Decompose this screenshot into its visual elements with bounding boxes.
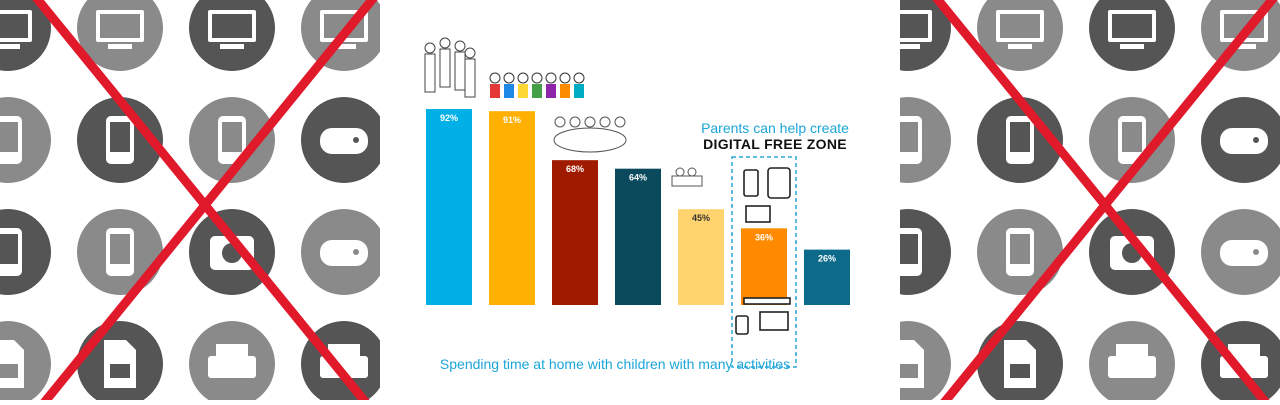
smartphone-icon — [77, 97, 163, 183]
bar-6 — [741, 228, 787, 305]
right-device-panel — [900, 0, 1280, 400]
monitor-icon — [1089, 0, 1175, 71]
mp3-player-icon — [0, 209, 51, 295]
bar-value-label-3: 68% — [566, 164, 584, 174]
bar-value-label-2: 91% — [503, 115, 521, 125]
x-axis-caption: Spending time at home with children with… — [439, 356, 791, 372]
feature-phone-icon — [0, 97, 51, 183]
printer-icon — [1089, 321, 1175, 400]
headline-line-2: DIGITAL FREE ZONE — [703, 136, 847, 152]
kids-illustration — [489, 72, 585, 98]
bar-2 — [489, 111, 535, 305]
devices-illustration — [735, 167, 791, 335]
headline-line-1: Parents can help create — [701, 120, 849, 136]
smartphone-icon — [977, 97, 1063, 183]
bar-value-label-6: 36% — [755, 232, 773, 242]
printer-icon — [189, 321, 275, 400]
bar-3 — [552, 160, 598, 305]
red-cross-stroke-2 — [940, 0, 1278, 400]
left-device-grid — [0, 0, 380, 400]
sd-card-icon — [977, 321, 1063, 400]
headphones-icon — [77, 209, 163, 295]
bar-value-label-1: 92% — [440, 113, 458, 123]
bar-value-label-4: 64% — [629, 173, 647, 183]
tablet-icon — [1089, 97, 1175, 183]
family-illustration — [424, 37, 476, 98]
desktop-monitor-icon — [977, 0, 1063, 71]
right-device-grid — [900, 0, 1280, 400]
bar-5 — [678, 209, 724, 305]
monitor-icon — [189, 0, 275, 71]
gamepad-icon — [1201, 209, 1280, 295]
bar-chart: 92% 91% 68% 64% 45% 36% 26% — [410, 0, 870, 400]
sim-card-icon — [0, 321, 51, 400]
headphones-icon — [977, 209, 1063, 295]
handheld-console-icon — [301, 97, 380, 183]
highlight-frame — [731, 156, 797, 368]
bar-7 — [804, 249, 850, 305]
bar-4 — [615, 168, 661, 305]
bar-1 — [426, 109, 472, 305]
gamepad-icon — [301, 209, 380, 295]
camera-icon — [1089, 209, 1175, 295]
left-device-panel — [0, 0, 380, 400]
mp3-player-icon — [900, 209, 951, 295]
bar-value-label-5: 45% — [692, 213, 710, 223]
camera-icon — [189, 209, 275, 295]
bar-chart-svg: 92% 91% 68% 64% 45% 36% 26% — [424, 37, 850, 368]
bar-value-label-7: 26% — [818, 254, 836, 264]
couch-illustration — [671, 167, 703, 187]
tablet-icon — [189, 97, 275, 183]
handheld-console-icon — [1201, 97, 1280, 183]
sd-card-icon — [77, 321, 163, 400]
dinner-table-illustration — [553, 116, 627, 153]
desktop-monitor-icon — [77, 0, 163, 71]
laptop-icon — [900, 0, 951, 71]
feature-phone-icon — [900, 97, 951, 183]
sim-card-icon — [900, 321, 951, 400]
red-cross-stroke-2 — [40, 0, 378, 400]
laptop-icon — [0, 0, 51, 71]
